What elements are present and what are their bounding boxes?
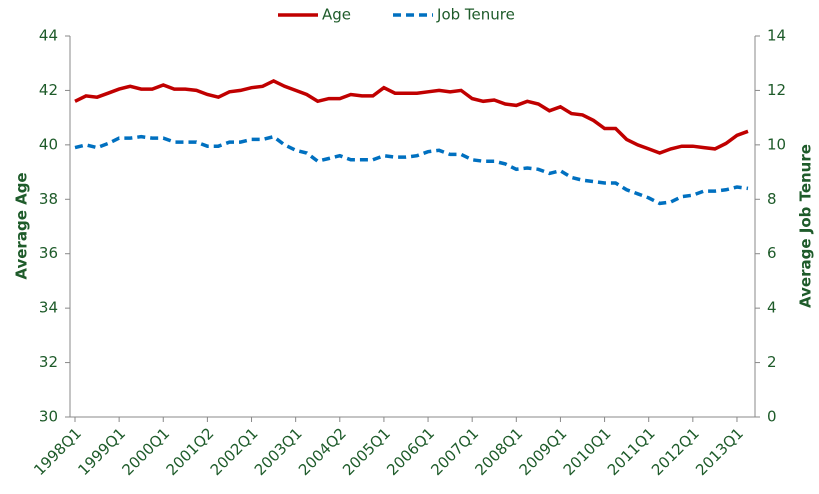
y-tick-label: 34 <box>39 299 58 317</box>
x-tick-label: 1999Q1 <box>74 424 129 479</box>
x-tick-label: 2008Q1 <box>471 424 526 479</box>
y-tick-label: 40 <box>39 135 58 153</box>
x-tick-label: 2000Q1 <box>118 424 173 479</box>
y2-tick-label: 10 <box>767 135 786 153</box>
x-tick-label: 2011Q1 <box>604 424 659 479</box>
y2-tick-label: 12 <box>767 81 786 99</box>
y2-tick-label: 4 <box>767 299 777 317</box>
y2-tick-label: 6 <box>767 244 777 262</box>
y2-tick-label: 8 <box>767 190 777 208</box>
x-tick-label: 2002Q1 <box>207 424 262 479</box>
y-tick-label: 36 <box>39 244 58 262</box>
y-tick-label: 32 <box>39 353 58 371</box>
y2-axis-title: Average Job Tenure <box>797 144 815 308</box>
legend-label: Job Tenure <box>436 6 515 24</box>
x-tick-label: 2006Q1 <box>383 424 438 479</box>
x-tick-label: 2005Q1 <box>339 424 394 479</box>
y2-tick-label: 0 <box>767 408 777 426</box>
y-axis-title: Average Age <box>13 172 31 279</box>
x-tick-label: 2013Q1 <box>692 424 747 479</box>
legend-label: Age <box>322 6 351 24</box>
x-tick-label: 2004Q2 <box>295 424 350 479</box>
x-tick-label: 2007Q1 <box>427 424 482 479</box>
x-tick-label: 2001Q2 <box>163 424 218 479</box>
y2-tick-label: 2 <box>767 353 777 371</box>
x-tick-label: 2010Q1 <box>560 424 615 479</box>
x-tick-label: 1998Q1 <box>30 424 85 479</box>
series-line <box>74 134 749 206</box>
y2-tick-label: 14 <box>767 27 786 45</box>
x-tick-label: 2009Q1 <box>516 424 571 479</box>
y-tick-label: 38 <box>39 190 58 208</box>
y-tick-label: 42 <box>39 81 58 99</box>
x-tick-label: 2003Q1 <box>251 424 306 479</box>
y-tick-label: 44 <box>39 27 58 45</box>
x-tick-label: 2012Q1 <box>648 424 703 479</box>
series-line <box>74 78 749 155</box>
y-tick-label: 30 <box>39 408 58 426</box>
